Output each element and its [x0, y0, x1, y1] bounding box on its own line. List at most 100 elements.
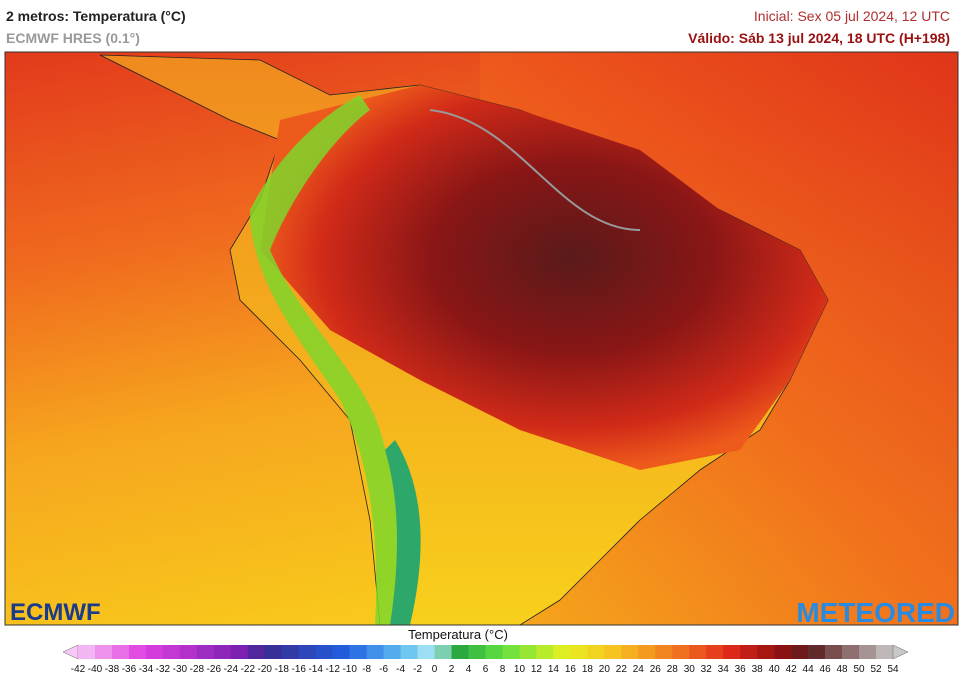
colorbar-cell — [570, 645, 588, 659]
colorbar-cell — [298, 645, 317, 659]
map-frame — [4, 51, 959, 626]
colorbar-cell — [655, 645, 673, 659]
colorbar-end-high — [892, 644, 909, 660]
colorbar-cell — [78, 645, 96, 659]
legend-tick-label: 54 — [887, 664, 899, 675]
colorbar-cell — [230, 645, 249, 659]
legend-tick-label: -4 — [396, 664, 405, 675]
legend-tick-label: 10 — [514, 664, 526, 675]
legend-tick-label: 46 — [820, 664, 832, 675]
legend-tick-label: 22 — [616, 664, 628, 675]
init-time: Inicial: Sex 05 jul 2024, 12 UTC — [753, 8, 950, 24]
legend-tick-label: -2 — [413, 664, 422, 675]
legend-tick-label: -26 — [207, 664, 222, 675]
legend-tick-label: -34 — [139, 664, 154, 675]
river — [429, 109, 641, 231]
colorbar-cell — [485, 645, 503, 659]
model-name: ECMWF HRES (0.1°) — [6, 30, 140, 46]
colorbar-cell — [689, 645, 707, 659]
legend-tick-label: 16 — [565, 664, 577, 675]
legend-tick-label: 38 — [752, 664, 764, 675]
colorbar-cell — [281, 645, 300, 659]
colorbar-cell — [417, 645, 435, 659]
colorbar-cell — [842, 645, 860, 659]
legend-tick-label: 4 — [466, 664, 472, 675]
legend-tick-label: -42 — [71, 664, 86, 675]
colorbar-cell — [247, 645, 266, 659]
legend-tick-label: 26 — [650, 664, 662, 675]
legend-tick-label: -28 — [190, 664, 205, 675]
legend-tick-label: 20 — [599, 664, 611, 675]
legend-title: Temperatura (°C) — [408, 627, 508, 642]
legend-tick-label: -10 — [342, 664, 357, 675]
legend-tick-label: 50 — [853, 664, 865, 675]
colorbar-cell — [162, 645, 181, 659]
colorbar-cell — [145, 645, 164, 659]
valid-time: Válido: Sáb 13 jul 2024, 18 UTC (H+198) — [688, 30, 950, 46]
colorbar-cell — [468, 645, 486, 659]
colorbar-cell — [349, 645, 367, 659]
colorbar-cell — [553, 645, 571, 659]
colorbar-cell — [315, 645, 333, 659]
colorbar-cell — [672, 645, 690, 659]
colorbar-cell — [621, 645, 639, 659]
colorbar-cell — [196, 645, 215, 659]
colorbar: -42 -40 -38 -36 -34 -32 -30 -28 -26 -24 -22 -20 -18-… — [62, 644, 909, 675]
colorbar-cell — [128, 645, 147, 659]
colorbar-cell — [179, 645, 198, 659]
colorbar-cell — [791, 645, 809, 659]
legend-tick-label: 42 — [786, 664, 798, 675]
colorbar-cell — [434, 645, 452, 659]
legend-tick-label: -24 — [224, 664, 239, 675]
colorbar-cell — [264, 645, 283, 659]
colorbar-cell — [451, 645, 469, 659]
colorbar-cell — [502, 645, 520, 659]
logo-right: METEORED — [796, 597, 955, 628]
legend-tick-label: -18 — [275, 664, 290, 675]
andes-south — [385, 440, 421, 625]
colorbar-cell — [757, 645, 775, 659]
legend-tick-label: 8 — [500, 664, 506, 675]
legend-tick-label: 48 — [837, 664, 849, 675]
legend-tick-label: -36 — [122, 664, 137, 675]
colorbar-cell — [723, 645, 741, 659]
colorbar-cell — [808, 645, 826, 659]
colorbar-cell — [638, 645, 656, 659]
legend-tick-label: 34 — [718, 664, 730, 675]
legend-tick-label: 6 — [483, 664, 489, 675]
colorbar-cell — [825, 645, 843, 659]
legend-tick-label: 40 — [769, 664, 781, 675]
legend-tick-label: 30 — [684, 664, 696, 675]
legend-tick-label: 12 — [531, 664, 543, 675]
legend-tick-label: -14 — [308, 664, 323, 675]
colorbar-cell — [111, 645, 130, 659]
legend-tick-label: 52 — [870, 664, 882, 675]
legend-tick-label: -32 — [156, 664, 171, 675]
legend-tick-label: 0 — [432, 664, 438, 675]
legend-tick-label: 24 — [633, 664, 645, 675]
colorbar-cell — [400, 645, 418, 659]
legend-tick-label: -38 — [105, 664, 120, 675]
colorbar-end-low — [62, 644, 79, 660]
colorbar-cell — [859, 645, 877, 659]
legend-tick-label: 44 — [803, 664, 815, 675]
andes — [250, 95, 404, 625]
legend-tick-label: 2 — [449, 664, 455, 675]
legend-tick-label: 32 — [701, 664, 713, 675]
colorbar-cell — [774, 645, 792, 659]
colorbar-cell — [876, 645, 894, 659]
legend-tick-label: -40 — [88, 664, 103, 675]
colorbar-cell — [332, 645, 350, 659]
map-title: 2 metros: Temperatura (°C) — [6, 8, 186, 24]
legend-tick-label: 14 — [548, 664, 560, 675]
legend-tick-label: -20 — [258, 664, 273, 675]
legend-tick-label: -6 — [379, 664, 388, 675]
colorbar-cell — [587, 645, 605, 659]
legend-tick-label: -16 — [292, 664, 307, 675]
colorbar-cell — [604, 645, 622, 659]
legend-tick-label: -22 — [241, 664, 256, 675]
colorbar-cell — [94, 645, 113, 659]
colorbar-cell — [366, 645, 384, 659]
